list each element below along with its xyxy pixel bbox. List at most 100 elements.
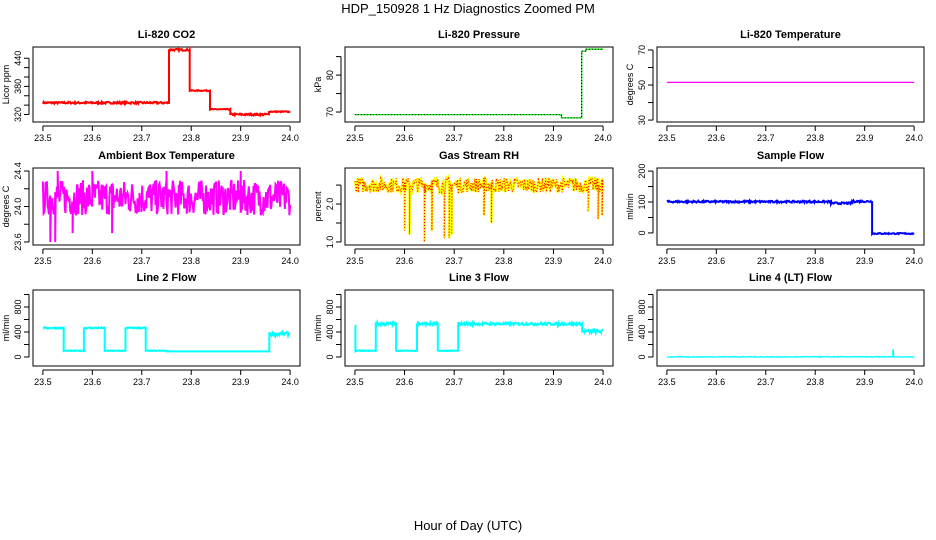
- x-tick-label: 23.7: [133, 133, 151, 143]
- y-axis-title: degrees C: [625, 63, 635, 105]
- panel-li-820-temperature: Li-820 Temperature 23.5 23.6 23.7 23.8 23.9 24…: [625, 29, 925, 143]
- x-tick-label: 23.6: [396, 256, 414, 266]
- panel-li-820-co2: Li-820 CO2 23.5 23.6 23.7 23.8 23.9 24.0 320 380…: [1, 29, 301, 143]
- y-tick-label: 440: [13, 51, 23, 66]
- figure-title: HDP_150928 1 Hz Diagnostics Zoomed PM: [341, 1, 595, 16]
- x-tick-label: 23.7: [133, 256, 151, 266]
- panel-title: Sample Flow: [757, 150, 825, 162]
- x-tick-label: 23.7: [445, 133, 463, 143]
- x-tick-label: 23.8: [806, 133, 824, 143]
- x-tick-label: 23.7: [757, 377, 775, 387]
- x-tick-label: 23.8: [806, 377, 824, 387]
- y-tick-label: 24.4: [13, 162, 23, 180]
- x-tick-label: 23.6: [84, 133, 102, 143]
- panel-title: Line 3 Flow: [449, 272, 509, 284]
- y-tick-label: 800: [325, 299, 335, 314]
- x-tick-label: 23.9: [232, 133, 250, 143]
- panel-title: Line 2 Flow: [137, 272, 197, 284]
- x-tick-label: 24.0: [594, 256, 612, 266]
- plot-box: [344, 46, 614, 123]
- panel-line-2-flow: Line 2 Flow 23.5 23.6 23.7 23.8 23.9 24.0 0 400 8…: [1, 272, 301, 387]
- data-series-line: [666, 349, 915, 359]
- x-tick-label: 24.0: [594, 377, 612, 387]
- data-series-overlay-line: [354, 176, 604, 243]
- y-tick-label: 380: [13, 79, 23, 94]
- x-tick-label: 23.9: [856, 133, 874, 143]
- x-tick-label: 23.7: [133, 377, 151, 387]
- panel-line-4-lt-flow: Line 4 (LT) Flow 23.5 23.6 23.7 23.8 23.9 24.0…: [625, 272, 925, 387]
- y-tick-label: 70: [325, 107, 335, 117]
- x-tick-label: 23.5: [346, 133, 364, 143]
- x-tick-label: 24.0: [281, 256, 299, 266]
- x-tick-label: 23.8: [495, 377, 513, 387]
- x-tick-label: 23.9: [856, 377, 874, 387]
- x-tick-label: 23.8: [182, 256, 200, 266]
- y-axis-title: ml/min: [1, 315, 11, 342]
- x-tick-label: 23.5: [658, 377, 676, 387]
- y-axis-title: kPa: [313, 77, 323, 93]
- x-tick-label: 24.0: [905, 256, 923, 266]
- y-tick-label: 23.6: [13, 233, 23, 251]
- plot-box: [32, 289, 301, 367]
- x-tick-label: 23.6: [84, 377, 102, 387]
- plot-box: [344, 167, 614, 246]
- y-tick-label: 100: [637, 195, 647, 210]
- y-tick-label: 0: [637, 354, 647, 359]
- panel-title: Li-820 Temperature: [740, 29, 841, 41]
- y-tick-label: 0: [637, 230, 647, 235]
- panel-title: Ambient Box Temperature: [98, 150, 235, 162]
- panel-title: Line 4 (LT) Flow: [749, 272, 832, 284]
- y-tick-label: 1.0: [325, 236, 335, 249]
- x-tick-label: 24.0: [281, 133, 299, 143]
- x-tick-label: 23.7: [757, 133, 775, 143]
- y-tick-label: 80: [325, 70, 335, 80]
- x-tick-label: 23.8: [495, 133, 513, 143]
- x-tick-label: 23.9: [232, 256, 250, 266]
- panel-gas-stream-rh: Gas Stream RH 23.5 23.6 23.7 23.8 23.9 24.0 1.0…: [313, 150, 614, 266]
- data-series-line: [354, 318, 604, 354]
- data-series-line: [666, 198, 915, 237]
- x-tick-label: 23.6: [708, 377, 726, 387]
- panel-line-3-flow: Line 3 Flow 23.5 23.6 23.7 23.8 23.9 24.0 0 400 8…: [313, 272, 614, 387]
- y-tick-label: 400: [13, 324, 23, 339]
- x-tick-label: 23.6: [396, 377, 414, 387]
- x-tick-label: 23.9: [545, 133, 563, 143]
- x-tick-label: 23.6: [396, 133, 414, 143]
- x-tick-label: 23.9: [856, 256, 874, 266]
- x-tick-label: 23.8: [806, 256, 824, 266]
- x-tick-label: 23.5: [34, 133, 52, 143]
- data-series-line: [42, 325, 291, 353]
- x-tick-label: 23.8: [495, 256, 513, 266]
- y-axis-title: ml/min: [625, 193, 635, 220]
- data-series-line: [41, 170, 292, 243]
- y-tick-label: 30: [637, 115, 647, 125]
- y-tick-label: 400: [637, 324, 647, 339]
- panel-title: Li-820 Pressure: [438, 29, 520, 41]
- x-tick-label: 23.6: [84, 256, 102, 266]
- y-tick-label: 0: [13, 354, 23, 359]
- y-tick-label: 400: [325, 324, 335, 339]
- plot-box: [656, 289, 925, 367]
- x-tick-label: 23.8: [182, 133, 200, 143]
- y-tick-label: 2.0: [325, 198, 335, 211]
- data-series-line: [354, 48, 604, 119]
- data-series-overlay-line: [354, 48, 604, 119]
- plot-box: [32, 46, 301, 123]
- panel-sample-flow: Sample Flow 23.5 23.6 23.7 23.8 23.9 24.0 0 100 2…: [625, 150, 925, 266]
- plot-box: [344, 289, 614, 367]
- x-tick-label: 23.5: [658, 133, 676, 143]
- x-tick-label: 23.9: [545, 377, 563, 387]
- data-series-line: [41, 46, 291, 118]
- x-tick-label: 23.9: [232, 377, 250, 387]
- y-tick-label: 24.0: [13, 198, 23, 216]
- x-tick-label: 24.0: [905, 377, 923, 387]
- plot-box: [656, 167, 925, 246]
- plot-box: [656, 46, 925, 123]
- x-tick-label: 23.8: [182, 377, 200, 387]
- y-axis-title: ml/min: [313, 315, 323, 342]
- y-axis-title: percent: [313, 191, 323, 222]
- data-series-line: [353, 173, 605, 243]
- x-tick-label: 23.7: [757, 256, 775, 266]
- y-tick-label: 320: [13, 107, 23, 122]
